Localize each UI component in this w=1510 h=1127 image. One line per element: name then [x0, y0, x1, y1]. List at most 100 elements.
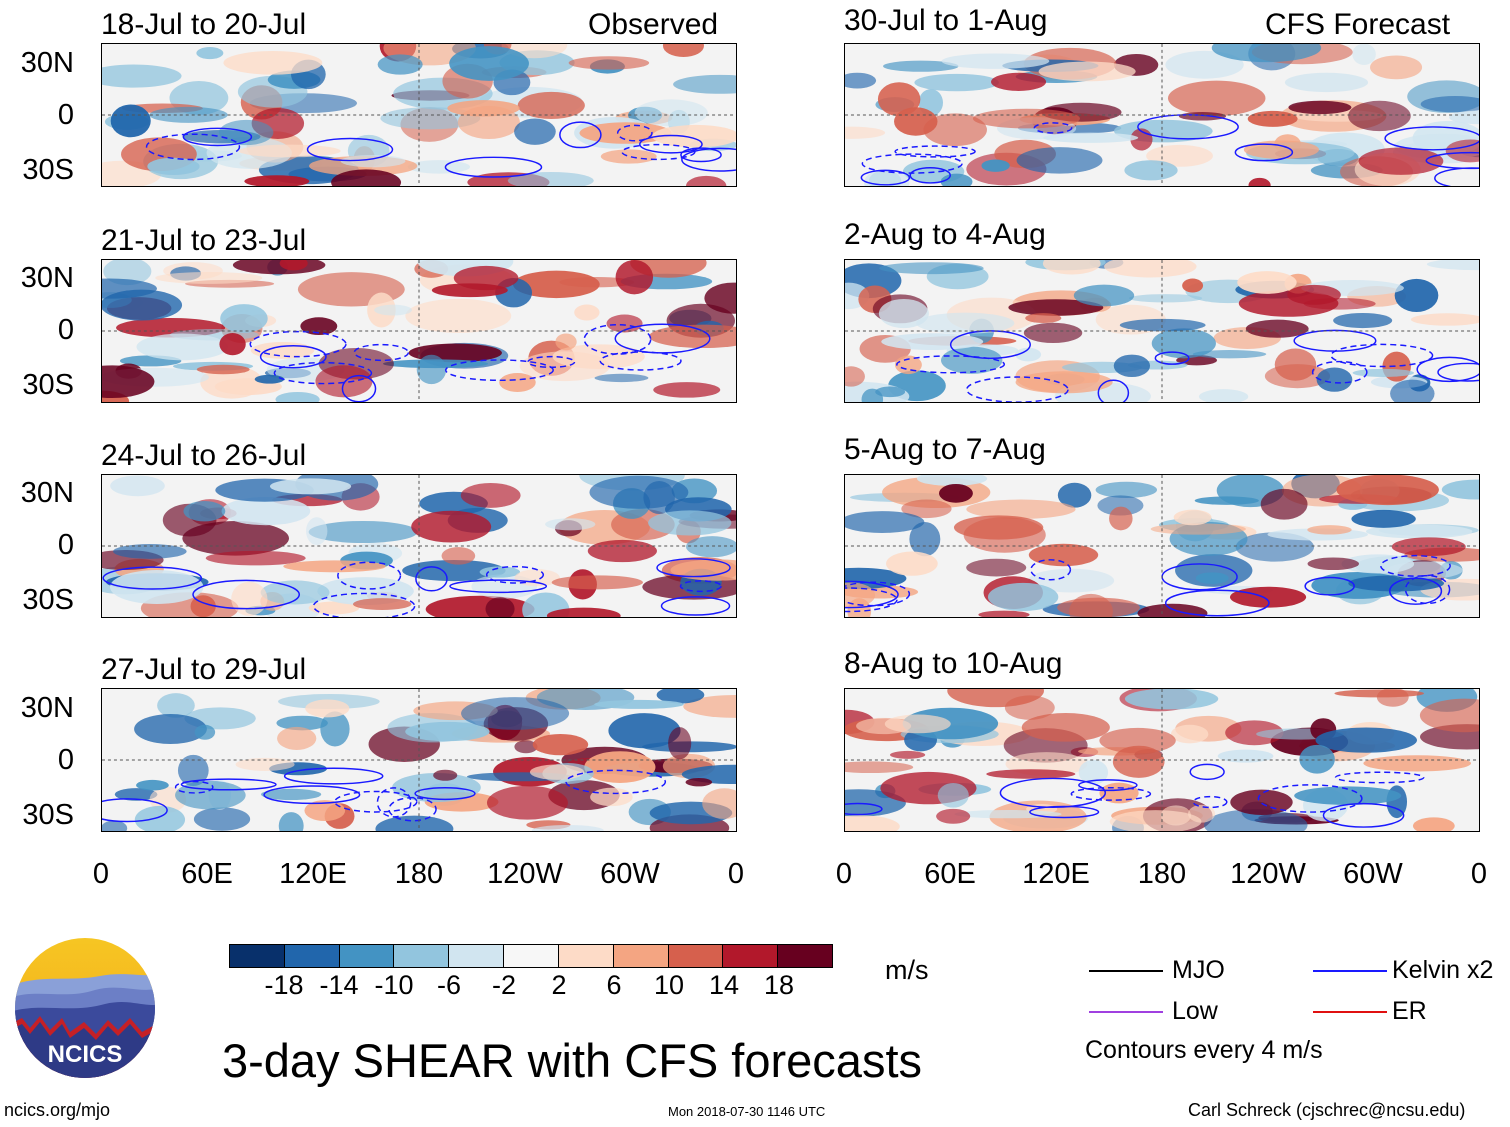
colorbar-swatch [668, 945, 724, 967]
shear-blob [914, 73, 999, 92]
shear-field [102, 260, 736, 402]
shear-blob [1336, 475, 1439, 506]
shear-blob [1028, 543, 1099, 567]
shear-blob [300, 317, 338, 336]
kelvin-contour [616, 124, 653, 142]
x-tick: 60W [600, 858, 660, 890]
shear-blob [447, 100, 520, 117]
shear-blob [453, 265, 519, 291]
kelvin-contour [334, 790, 418, 813]
colorbar [229, 944, 833, 968]
x-tick: 120W [487, 858, 563, 890]
panel-title: 8-Aug to 10-Aug [844, 647, 1063, 680]
shear-blob [1441, 479, 1479, 500]
shear-blob [1237, 271, 1297, 294]
map-panel [101, 259, 737, 403]
kelvin-contour [1384, 126, 1479, 151]
kelvin-contour [102, 566, 203, 590]
shear-blob [102, 64, 182, 88]
shear-blob [649, 324, 736, 349]
x-tick: 60E [924, 858, 976, 890]
shear-blob [1420, 95, 1479, 113]
shear-blob [916, 312, 1015, 334]
shear-blob [1299, 744, 1335, 774]
colorbar-swatch [284, 945, 340, 967]
shear-blob [648, 510, 732, 536]
kelvin-contour [909, 167, 952, 184]
y-tick: 30N [20, 477, 74, 509]
shear-blob [877, 82, 921, 117]
x-tick: 120E [279, 858, 347, 890]
shear-blob [1449, 110, 1479, 125]
shear-blob [587, 539, 657, 563]
shear-blob [317, 577, 414, 606]
shear-blob [1294, 786, 1402, 805]
shear-blob [845, 511, 925, 533]
kelvin-contour [259, 345, 327, 369]
shear-blob [923, 113, 987, 147]
shear-blob [1352, 368, 1415, 377]
shear-blob [861, 388, 884, 402]
shear-blob [991, 72, 1047, 91]
shear-blob [1119, 318, 1206, 332]
ncics-logo: NCICS [10, 938, 160, 1078]
shear-blob [304, 800, 346, 822]
shear-blob [1287, 284, 1341, 305]
shear-blob [532, 733, 589, 756]
shear-blob [1021, 713, 1110, 742]
shear-blob [845, 366, 865, 387]
kelvin-contour [1033, 122, 1073, 134]
shear-blob [966, 558, 1027, 577]
shear-blob [513, 270, 600, 299]
kelvin-contour [1234, 143, 1294, 162]
colorbar-swatch [394, 945, 450, 967]
shear-blob [276, 715, 328, 731]
shear-blob [1151, 328, 1216, 359]
kelvin-contour [341, 374, 377, 402]
shear-blob [668, 727, 692, 760]
shear-blob [305, 699, 350, 718]
kelvin-contour [1029, 805, 1100, 819]
legend-label-er: ER [1392, 997, 1427, 1025]
shear-blob [460, 482, 521, 508]
shear-blob [183, 501, 226, 522]
shear-blob [441, 547, 476, 565]
panel-title: 30-Jul to 1-Aug [844, 4, 1048, 37]
shear-blob [1124, 160, 1178, 181]
shear-blob [1217, 749, 1274, 763]
shear-blob [110, 475, 165, 497]
shear-blob [196, 364, 250, 375]
kelvin-contour [1334, 771, 1425, 784]
shear-blob [1288, 100, 1352, 115]
shear-blob [673, 74, 736, 94]
shear-blob [529, 764, 585, 780]
shear-blob [939, 483, 973, 503]
kelvin-contour [1425, 151, 1479, 170]
y-tick: 30N [20, 262, 74, 294]
panel-tag: Observed [588, 8, 719, 41]
shear-blob [568, 56, 650, 70]
shear-blob [499, 373, 536, 392]
shear-blob [1073, 284, 1135, 307]
kelvin-contour [656, 558, 731, 578]
shear-blob [686, 536, 736, 558]
kelvin-contour [861, 153, 963, 174]
shear-blob [194, 724, 216, 740]
shear-blob [1352, 44, 1376, 66]
x-tick: 120E [1022, 858, 1090, 890]
kelvin-contour [1437, 362, 1479, 382]
kelvin-contour [1257, 784, 1363, 813]
map-panel [101, 474, 737, 618]
shear-field [845, 44, 1479, 186]
shear-blob [157, 693, 195, 718]
colorbar-label: 18 [763, 970, 795, 1000]
shear-blob [279, 260, 308, 271]
kelvin-contour [896, 355, 1006, 374]
shear-blob [685, 777, 713, 787]
shear-blob [102, 365, 155, 399]
shear-blob [889, 750, 926, 759]
shear-blob [134, 805, 186, 831]
panel-tag: CFS Forecast [1265, 8, 1451, 41]
shear-blob [109, 570, 204, 604]
shear-blob [584, 751, 656, 783]
